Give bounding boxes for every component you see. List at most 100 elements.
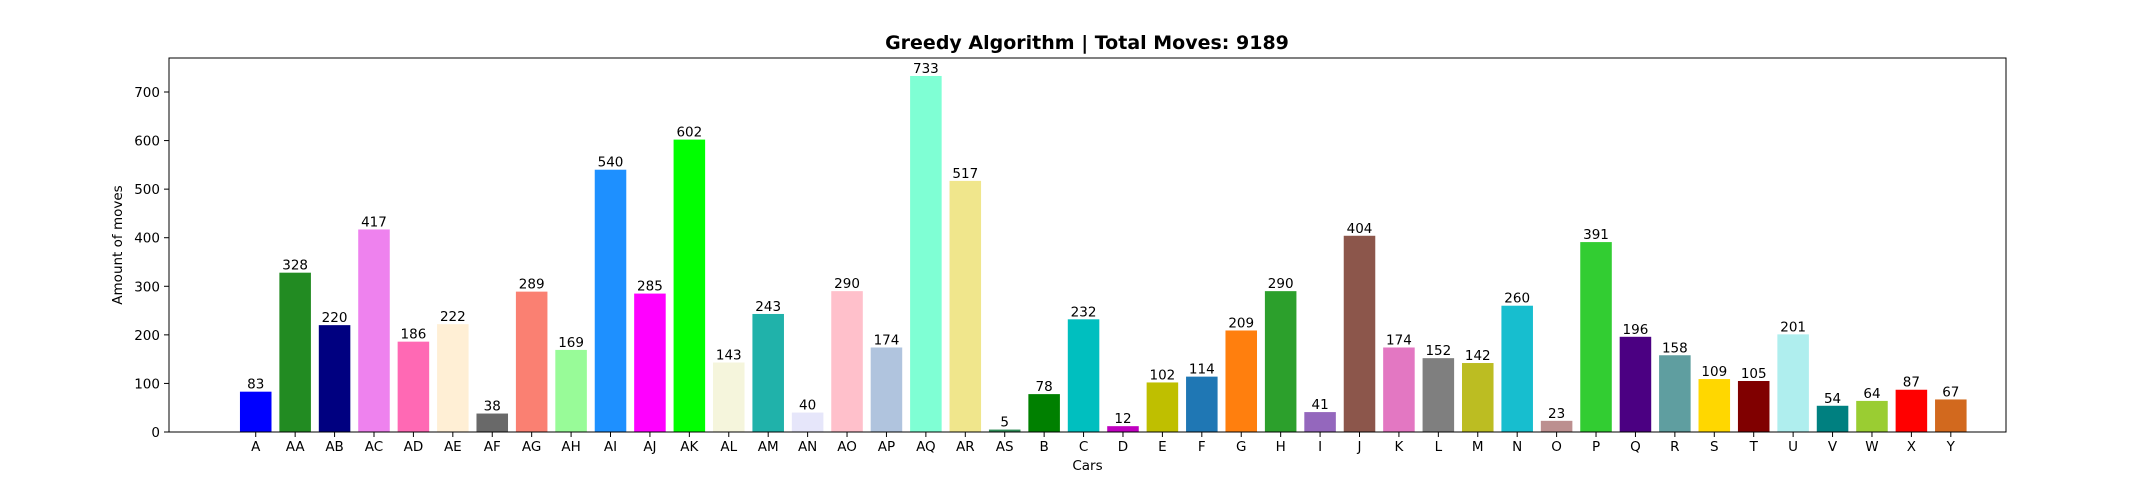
data-label-R: 158: [1662, 340, 1688, 356]
bar-R: [1659, 355, 1691, 432]
bar-AN: [791, 412, 824, 432]
x-tick-label-N: N: [1512, 439, 1522, 455]
x-tick-label-AB: AB: [325, 439, 344, 455]
x-tick-label-AJ: AJ: [643, 439, 656, 455]
data-label-W: 64: [1863, 386, 1880, 402]
data-label-AI: 540: [598, 155, 624, 171]
y-tick-label-400: 400: [134, 231, 160, 247]
y-tick-label-100: 100: [134, 376, 160, 392]
data-label-Y: 67: [1942, 384, 1959, 400]
x-axis-label: Cars: [1072, 458, 1102, 474]
data-label-J: 404: [1347, 221, 1373, 237]
x-tick-label-V: V: [1828, 439, 1838, 455]
data-label-P: 391: [1583, 227, 1609, 243]
bar-D: [1107, 426, 1139, 432]
bar-S: [1698, 379, 1731, 432]
data-label-T: 105: [1741, 366, 1767, 382]
bar-T: [1737, 381, 1770, 432]
x-tick-label-AF: AF: [484, 439, 501, 455]
bar-O: [1540, 420, 1573, 432]
chart-title: Greedy Algorithm | Total Moves: 9189: [885, 32, 1289, 54]
bar-M: [1461, 363, 1494, 432]
data-label-AR: 517: [952, 166, 978, 182]
x-tick-label-AQ: AQ: [916, 439, 936, 455]
bar-F: [1186, 376, 1218, 432]
data-label-V: 54: [1824, 391, 1841, 407]
bar-K: [1383, 347, 1415, 432]
data-label-M: 142: [1465, 348, 1491, 364]
x-tick-label-D: D: [1118, 439, 1128, 455]
bar-B: [1028, 394, 1060, 432]
y-axis-label: Amount of moves: [110, 185, 126, 304]
x-tick-label-H: H: [1276, 439, 1286, 455]
data-label-K: 174: [1386, 332, 1412, 348]
x-tick-label-Q: Q: [1630, 439, 1641, 455]
data-label-AJ: 285: [637, 279, 663, 295]
data-label-AO: 290: [834, 276, 860, 292]
data-label-F: 114: [1189, 362, 1215, 378]
x-tick-label-F: F: [1198, 439, 1206, 455]
x-tick-label-AO: AO: [837, 439, 857, 455]
bar-I: [1304, 412, 1336, 432]
bar-AF: [476, 413, 509, 432]
x-tick-label-O: O: [1551, 439, 1562, 455]
data-label-AD: 186: [401, 327, 427, 343]
x-tick-label-K: K: [1394, 439, 1404, 455]
bar-E: [1146, 382, 1179, 432]
bar-J: [1343, 235, 1376, 432]
data-label-AA: 328: [282, 258, 308, 274]
bar-AS: [988, 429, 1021, 432]
x-tick-label-C: C: [1079, 439, 1088, 455]
x-tick-label-L: L: [1435, 439, 1443, 455]
bar-X: [1895, 389, 1928, 432]
data-label-S: 109: [1701, 364, 1727, 380]
x-tick-label-AR: AR: [956, 439, 975, 455]
x-tick-label-AP: AP: [878, 439, 895, 455]
y-tick-label-0: 0: [151, 425, 160, 441]
data-label-B: 78: [1036, 379, 1053, 395]
x-tick-label-AN: AN: [798, 439, 817, 455]
bar-AA: [279, 272, 311, 432]
data-label-G: 209: [1228, 315, 1254, 331]
bar-H: [1264, 291, 1297, 432]
bar-AQ: [910, 75, 942, 432]
bar-Q: [1619, 336, 1652, 432]
data-label-AS: 5: [1000, 415, 1009, 431]
data-label-A: 83: [247, 377, 264, 393]
x-tick-label-J: J: [1357, 439, 1362, 455]
data-label-AF: 38: [484, 399, 501, 415]
bar-AI: [594, 169, 627, 432]
x-tick-label-AD: AD: [404, 439, 424, 455]
data-label-H: 290: [1268, 276, 1294, 292]
x-tick-label-I: I: [1318, 439, 1322, 455]
x-tick-label-AM: AM: [758, 439, 779, 455]
x-tick-label-AS: AS: [996, 439, 1014, 455]
data-label-AB: 220: [322, 310, 348, 326]
bar-G: [1225, 330, 1258, 432]
bar-AG: [515, 291, 548, 432]
data-label-AM: 243: [755, 299, 781, 315]
bar-AJ: [634, 293, 666, 432]
bar-W: [1856, 400, 1888, 432]
x-tick-label-AI: AI: [604, 439, 617, 455]
data-label-AG: 289: [519, 277, 545, 293]
data-label-AN: 40: [799, 398, 816, 414]
bar-AH: [555, 349, 587, 432]
data-label-C: 232: [1071, 304, 1097, 320]
data-label-O: 23: [1548, 406, 1565, 422]
data-label-L: 152: [1425, 343, 1451, 359]
data-label-AP: 174: [874, 332, 900, 348]
data-label-I: 41: [1311, 397, 1328, 413]
y-tick-label-600: 600: [134, 134, 160, 150]
y-tick-label-500: 500: [134, 182, 160, 198]
y-axis: 0 100 200 300 400 500 600 700: [134, 85, 169, 441]
data-label-E: 102: [1150, 367, 1176, 383]
data-label-AL: 143: [716, 348, 742, 364]
bar-AB: [318, 325, 351, 432]
bar-AM: [752, 313, 784, 432]
bar-AP: [870, 347, 903, 432]
data-label-AQ: 733: [913, 61, 939, 77]
x-tick-label-M: M: [1472, 439, 1484, 455]
data-label-AH: 169: [558, 335, 584, 351]
